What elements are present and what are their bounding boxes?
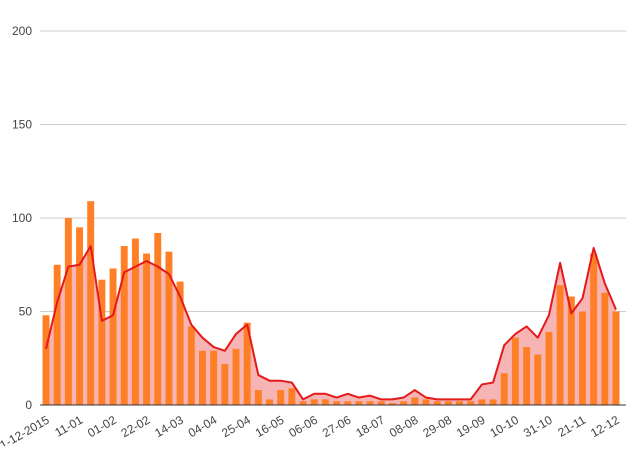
bar-49 bbox=[590, 253, 598, 405]
x-tick-label-2: 01-02 bbox=[85, 413, 119, 441]
bar-33 bbox=[411, 397, 419, 405]
bar-48 bbox=[579, 311, 586, 405]
y-tick-label-0: 0 bbox=[25, 398, 32, 412]
bar-32 bbox=[400, 401, 408, 405]
bar-23 bbox=[299, 401, 307, 405]
bar-2 bbox=[64, 218, 72, 405]
y-tick-label-150: 150 bbox=[12, 118, 32, 132]
bar-31 bbox=[389, 403, 396, 405]
bar-8 bbox=[131, 238, 139, 405]
x-tick-label-14: 10-10 bbox=[488, 413, 522, 441]
bar-41 bbox=[500, 373, 508, 405]
x-tick-label-12: 29-08 bbox=[420, 413, 454, 441]
bar-44 bbox=[534, 354, 542, 405]
bar-13 bbox=[187, 326, 195, 405]
x-tick-label-4: 14-03 bbox=[152, 413, 186, 441]
bar-20 bbox=[266, 399, 273, 405]
bar-25 bbox=[321, 399, 329, 405]
x-tick-label-17: 12-12 bbox=[588, 413, 622, 441]
bar-7 bbox=[120, 246, 128, 405]
bar-16 bbox=[221, 363, 229, 405]
x-tick-label-9: 27-06 bbox=[320, 413, 354, 441]
bar-4 bbox=[87, 201, 95, 405]
bar-14 bbox=[199, 350, 206, 405]
x-tick-label-0: 21-12-2015 bbox=[0, 413, 52, 446]
bar-12 bbox=[176, 281, 184, 405]
bar-0 bbox=[42, 315, 50, 405]
bar-21 bbox=[277, 390, 285, 405]
bar-30 bbox=[377, 401, 385, 405]
bar-9 bbox=[143, 253, 151, 405]
bar-15 bbox=[210, 350, 218, 405]
bar-46 bbox=[556, 285, 564, 405]
bar-19 bbox=[254, 390, 262, 405]
bar-39 bbox=[478, 399, 486, 405]
bar-18 bbox=[243, 322, 251, 405]
bar-17 bbox=[232, 348, 240, 405]
bar-5 bbox=[98, 279, 106, 405]
y-tick-label-200: 200 bbox=[12, 24, 32, 38]
bar-29 bbox=[366, 401, 374, 405]
x-tick-label-11: 08-08 bbox=[387, 413, 421, 441]
x-tick-label-1: 11-01 bbox=[52, 413, 85, 440]
x-tick-label-10: 18-07 bbox=[353, 413, 387, 441]
bar-47 bbox=[567, 296, 575, 405]
bar-22 bbox=[288, 388, 296, 405]
bar-42 bbox=[511, 337, 519, 405]
x-tick-label-5: 04-04 bbox=[186, 413, 220, 441]
bar-1 bbox=[53, 264, 61, 405]
x-tick-label-15: 31-10 bbox=[521, 413, 555, 441]
x-tick-label-8: 06-06 bbox=[286, 413, 320, 441]
bar-38 bbox=[467, 401, 475, 405]
bar-40 bbox=[489, 399, 497, 405]
x-tick-label-7: 16-05 bbox=[253, 413, 287, 441]
bar-51 bbox=[612, 311, 620, 405]
bar-34 bbox=[422, 399, 430, 405]
y-tick-label-50: 50 bbox=[19, 305, 33, 319]
bar-6 bbox=[109, 268, 117, 405]
bar-35 bbox=[433, 401, 441, 405]
bar-26 bbox=[333, 401, 341, 405]
bar-28 bbox=[355, 401, 363, 405]
bar-37 bbox=[456, 401, 463, 405]
bar-45 bbox=[545, 332, 553, 405]
x-tick-label-16: 21-11 bbox=[555, 413, 588, 440]
bar-10 bbox=[154, 232, 162, 405]
x-tick-label-13: 19-09 bbox=[454, 413, 488, 441]
bar-36 bbox=[444, 401, 452, 405]
bar-43 bbox=[523, 347, 531, 405]
x-tick-label-3: 22-02 bbox=[119, 413, 153, 441]
area-fill bbox=[46, 246, 616, 405]
x-tick-label-6: 25-04 bbox=[219, 413, 253, 441]
bar-11 bbox=[165, 251, 173, 405]
bar-50 bbox=[601, 292, 609, 405]
bar-24 bbox=[310, 399, 318, 405]
y-tick-label-100: 100 bbox=[12, 211, 32, 225]
bar-27 bbox=[344, 401, 352, 405]
series-line bbox=[45, 245, 617, 401]
bar-3 bbox=[76, 227, 83, 405]
